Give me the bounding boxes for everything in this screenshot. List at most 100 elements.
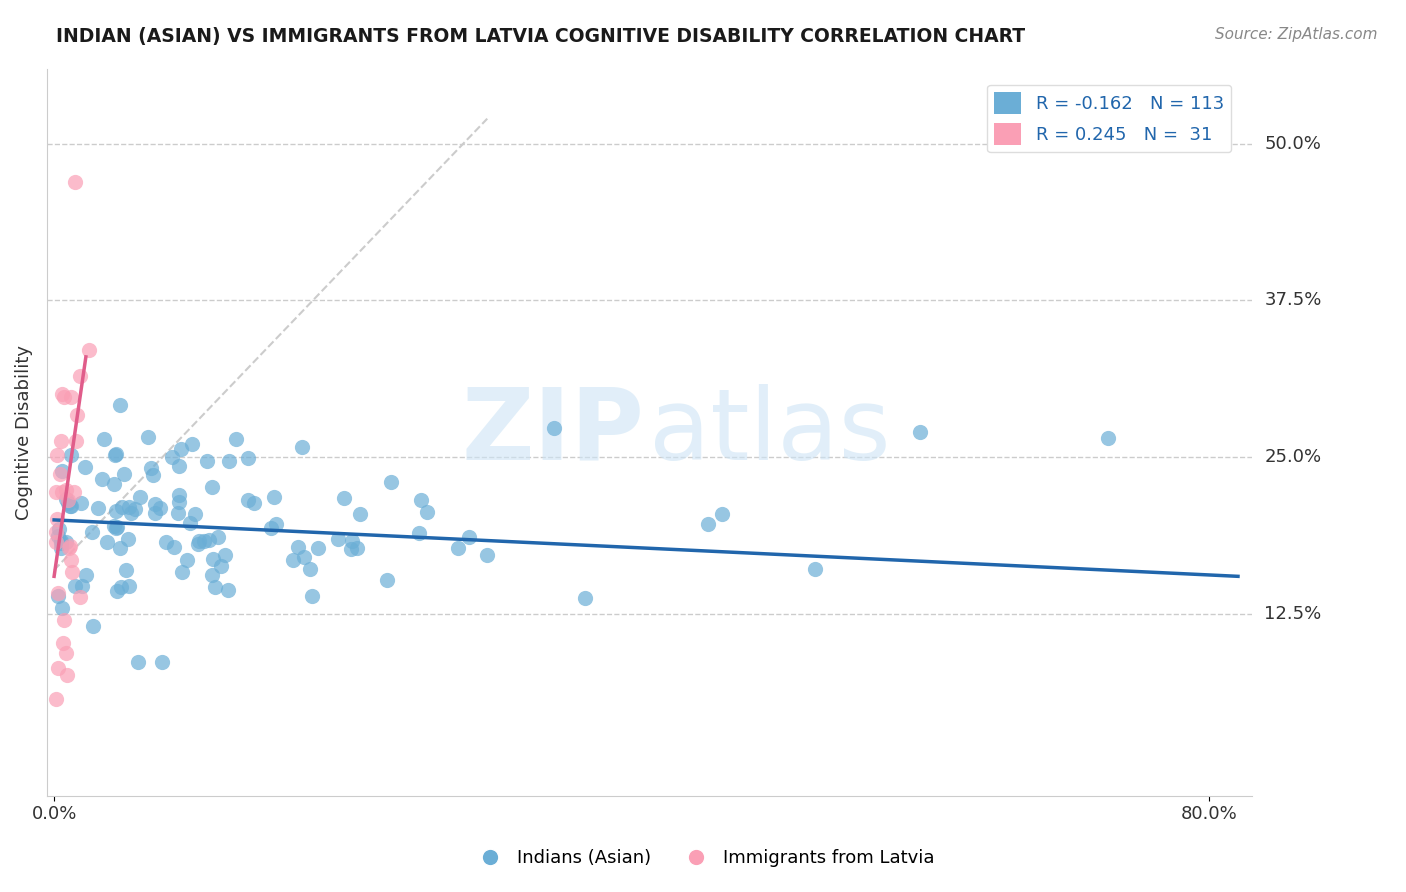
Point [416,505,439,519]
Point [141,460,163,475]
Point [447,541,470,555]
Point [58,496,80,510]
Point [45,535,67,549]
Y-axis label: Cognitive Disability: Cognitive Disability [15,344,32,520]
Point [291,440,314,454]
Text: INDIAN (ASIAN) VS IMMIGRANTS FROM LATVIA COGNITIVE DISABILITY CORRELATION CHART: INDIAN (ASIAN) VS IMMIGRANTS FROM LATVIA… [56,27,1025,45]
Point [263,491,285,505]
Point [142,467,165,482]
Point [117,532,139,546]
Point [187,533,209,548]
Point [87,500,110,515]
Point [910,425,932,439]
Point [377,574,399,588]
Point [51,387,73,401]
Point [149,500,172,515]
Point [48,522,70,536]
Point [72,579,94,593]
Point [62,484,84,499]
Point [53,613,76,627]
Legend: R = -0.162   N = 113, R = 0.245   N =  31: R = -0.162 N = 113, R = 0.245 N = 31 [987,85,1232,153]
Point [167,507,190,521]
Point [411,492,433,507]
Point [574,591,596,605]
Point [96,535,118,549]
Point [45,525,67,540]
Point [60,390,83,404]
Point [55,483,77,497]
Point [51,434,73,449]
Point [45,484,67,499]
Point [105,521,128,535]
Point [163,540,186,554]
Text: 25.0%: 25.0% [1264,448,1322,467]
Point [193,534,215,549]
Point [59,539,82,553]
Point [51,541,73,555]
Point [77,343,100,357]
Point [201,479,224,493]
Point [75,568,97,582]
Point [51,464,73,478]
Point [349,507,371,521]
Point [105,520,128,534]
Point [51,636,73,650]
Point [82,524,104,539]
Text: ZIP: ZIP [461,384,645,481]
Point [52,390,75,404]
Point [457,530,479,544]
Point [55,491,77,506]
Point [136,430,159,444]
Point [218,454,240,468]
Point [202,552,225,566]
Point [120,506,142,520]
Point [60,566,83,580]
Point [326,533,349,547]
Point [129,490,152,504]
Point [48,467,70,481]
Point [127,655,149,669]
Point [333,491,356,505]
Point [179,516,201,530]
Point [110,580,132,594]
Point [207,530,229,544]
Point [91,472,114,486]
Point [170,442,193,457]
Point [204,580,226,594]
Point [283,553,305,567]
Point [103,519,125,533]
Point [93,432,115,446]
Point [45,691,67,706]
Point [105,584,128,599]
Point [201,568,224,582]
Point [112,467,135,481]
Point [48,529,70,543]
Point [209,558,232,573]
Point [69,496,91,510]
Point [56,492,79,507]
Point [45,512,67,526]
Point [339,541,361,556]
Point [69,368,91,383]
Point [167,458,190,473]
Point [56,668,79,682]
Point [225,433,247,447]
Point [46,660,69,674]
Point [46,586,69,600]
Text: 50.0%: 50.0% [1264,135,1322,153]
Point [111,500,134,514]
Point [59,499,82,513]
Point [162,450,184,464]
Point [298,561,321,575]
Point [301,589,323,603]
Point [104,503,127,517]
Point [408,525,430,540]
Point [184,507,207,521]
Point [46,449,69,463]
Point [307,541,329,555]
Point [104,448,127,462]
Point [110,398,132,412]
Point [60,552,83,566]
Point [342,534,364,549]
Point [697,517,720,532]
